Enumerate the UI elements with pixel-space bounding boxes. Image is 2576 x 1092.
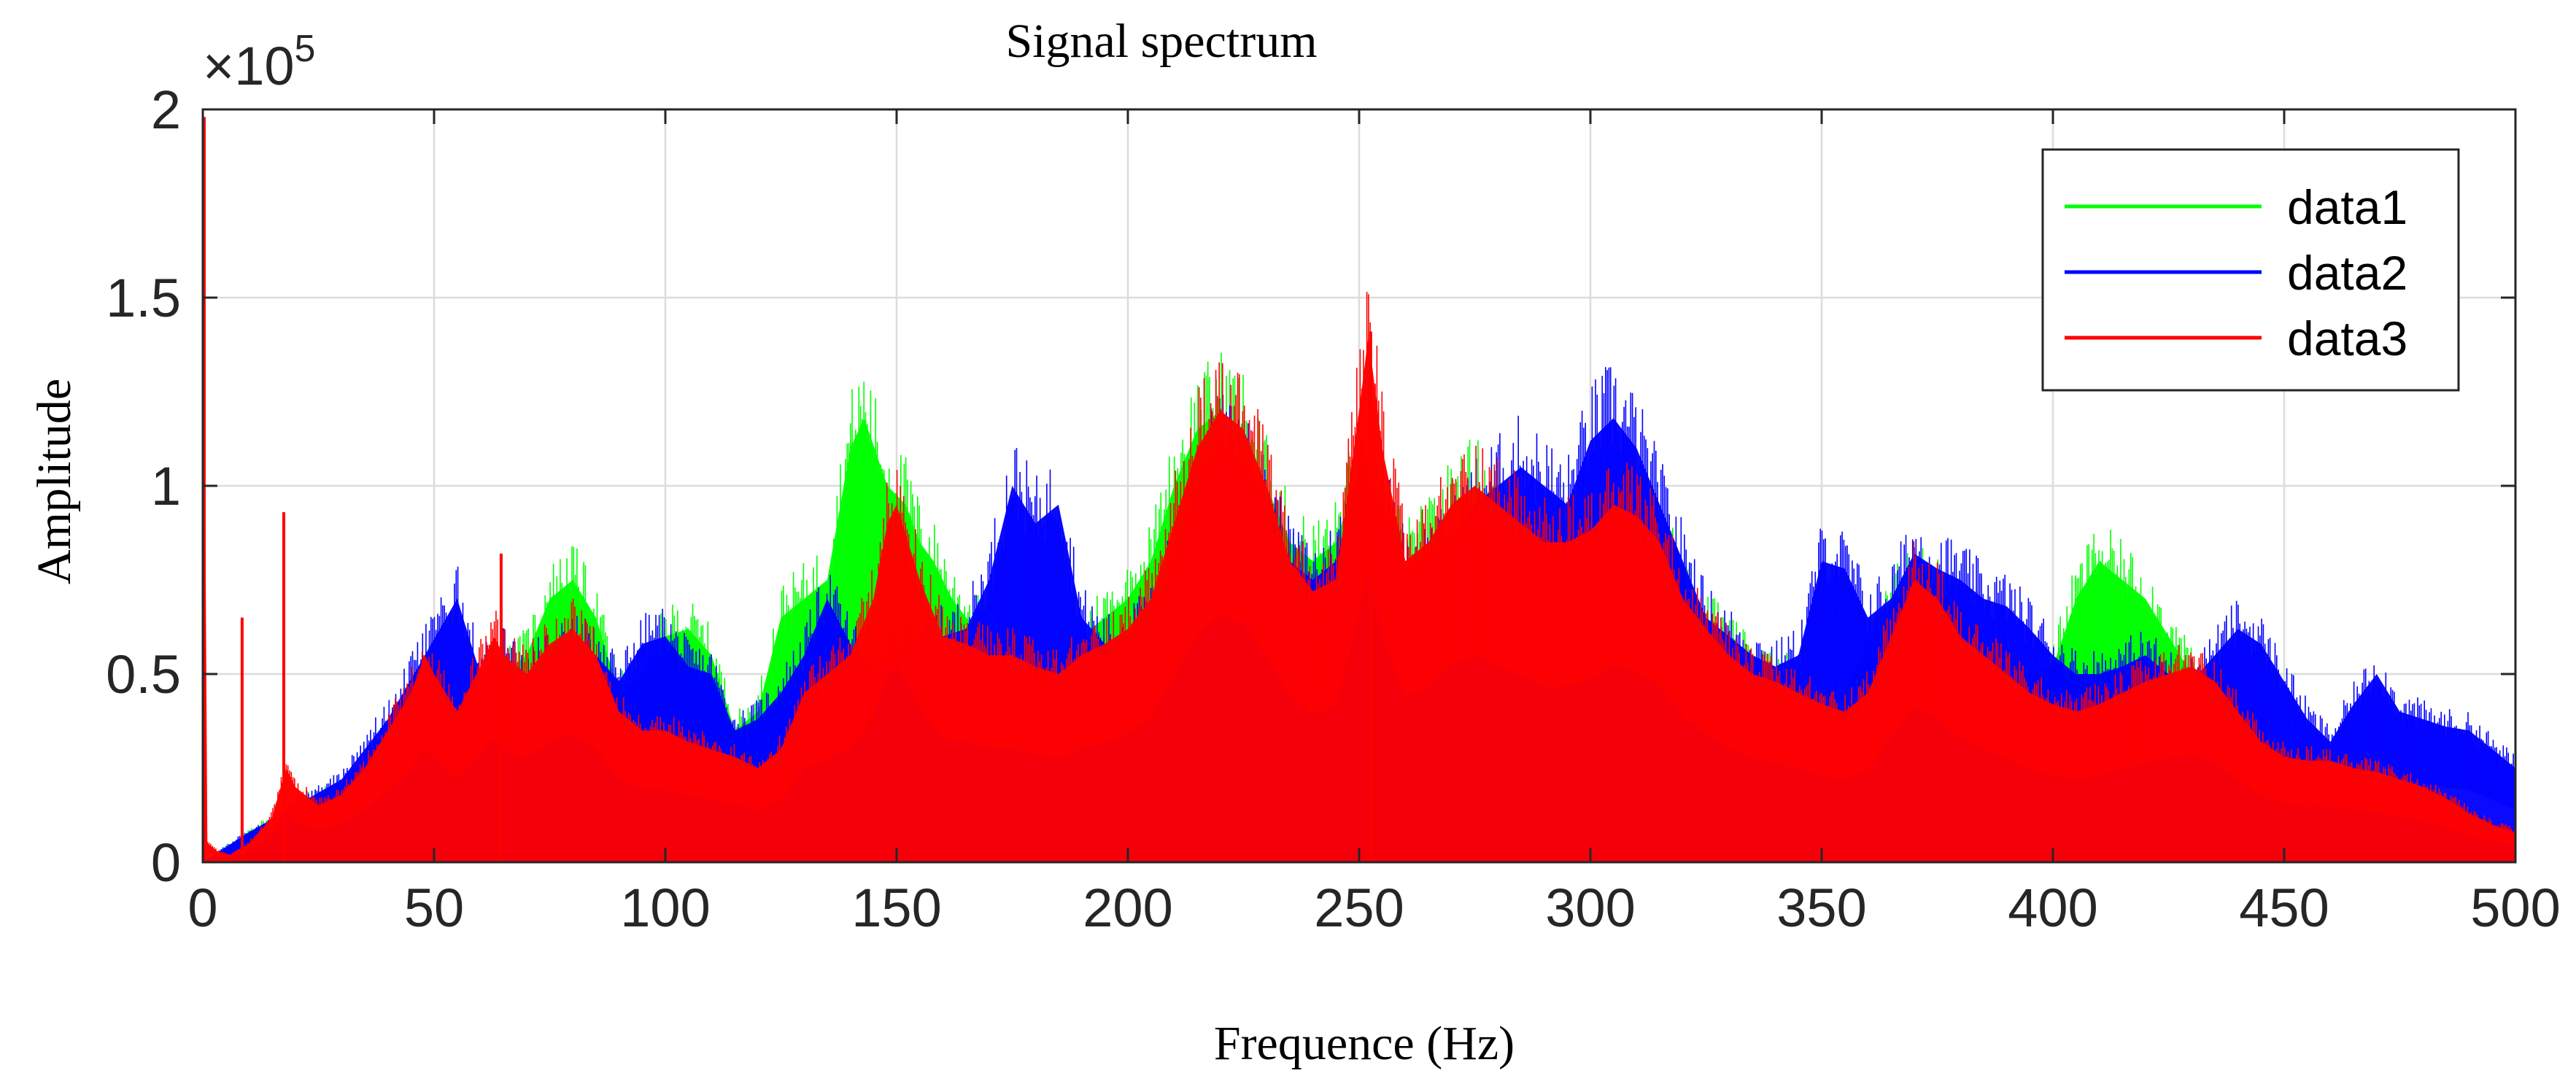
x-tick-label: 200 xyxy=(1083,878,1172,938)
x-tick-label: 150 xyxy=(851,878,941,938)
x-tick-label: 400 xyxy=(2008,878,2097,938)
y-tick-label: 1 xyxy=(151,456,181,516)
x-tick-label: 250 xyxy=(1314,878,1404,938)
axis-ticks xyxy=(201,108,2517,864)
y-tick-label: 0 xyxy=(151,832,181,893)
y-exponent-base: ×10 xyxy=(203,36,295,96)
x-axis-label: Frequence (Hz) xyxy=(1214,1017,1515,1070)
tick-labels: 0 50 100 150 200 250 300 350 400 450 500 0 0.5 1 1.5 2 xyxy=(106,80,2561,938)
x-tick-label: 500 xyxy=(2470,878,2560,938)
x-tick-label: 0 xyxy=(187,878,217,938)
series-data3 xyxy=(202,117,2515,863)
x-tick-label: 450 xyxy=(2239,878,2329,938)
legend-label-data1: data1 xyxy=(2287,180,2407,234)
y-axis-exponent: ×105 xyxy=(203,28,315,96)
legend-label-data2: data2 xyxy=(2287,246,2407,300)
legend-label-data3: data3 xyxy=(2287,311,2407,365)
chart-title: Signal spectrum xyxy=(1005,15,1317,68)
y-exponent-power: 5 xyxy=(295,28,316,70)
x-tick-label: 300 xyxy=(1545,878,1635,938)
legend-items: data1 data2 data3 xyxy=(2065,180,2407,365)
x-tick-label: 50 xyxy=(404,878,464,938)
legend: data1 data2 data3 xyxy=(2041,148,2460,392)
y-tick-label: 0.5 xyxy=(106,644,181,705)
y-axis-label: Amplitude xyxy=(28,379,81,584)
y-tick-label: 1.5 xyxy=(106,268,181,328)
series-trace-data3 xyxy=(206,292,2515,859)
y-tick-label: 2 xyxy=(151,80,181,140)
legend-box xyxy=(2041,148,2460,392)
x-tick-label: 100 xyxy=(620,878,710,938)
series-layer xyxy=(202,117,2516,863)
x-tick-label: 350 xyxy=(1776,878,1866,938)
